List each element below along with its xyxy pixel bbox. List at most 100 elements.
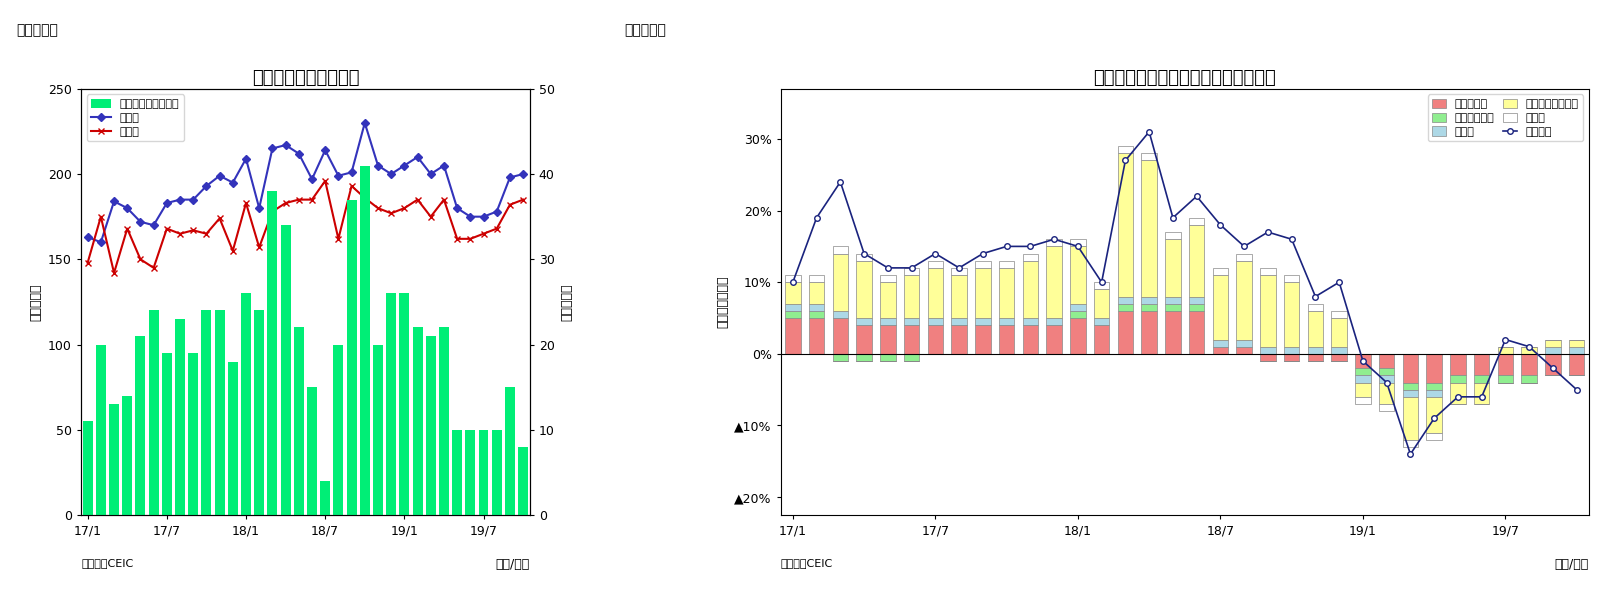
Bar bbox=[1308, 354, 1323, 361]
輸入額 bbox=[342, 182, 361, 189]
Bar bbox=[1355, 375, 1371, 382]
Bar bbox=[306, 387, 318, 515]
輸入額 bbox=[157, 225, 177, 232]
輸出額 bbox=[196, 182, 216, 189]
輸出額 bbox=[381, 170, 400, 178]
Bar bbox=[1165, 304, 1180, 311]
Bar bbox=[1070, 311, 1086, 318]
Bar bbox=[1284, 347, 1300, 354]
輸入額 bbox=[289, 196, 308, 203]
Bar bbox=[809, 304, 825, 311]
Bar bbox=[1237, 253, 1251, 260]
Bar bbox=[254, 310, 264, 515]
Bar bbox=[1094, 325, 1109, 354]
輸出額 bbox=[421, 170, 441, 178]
Bar bbox=[952, 268, 966, 275]
輸入額 bbox=[421, 213, 441, 220]
Bar bbox=[976, 325, 990, 354]
輸出額 bbox=[289, 150, 308, 157]
輸出額 bbox=[434, 162, 454, 169]
Bar bbox=[999, 325, 1015, 354]
Bar bbox=[833, 253, 848, 311]
Bar bbox=[1545, 347, 1561, 354]
Text: （図表７）: （図表７） bbox=[16, 24, 58, 38]
Bar bbox=[880, 282, 895, 318]
Bar bbox=[399, 294, 410, 515]
Bar bbox=[267, 191, 277, 515]
輸出額 bbox=[104, 198, 123, 205]
Bar bbox=[109, 404, 118, 515]
Bar bbox=[785, 282, 801, 304]
Bar bbox=[426, 336, 436, 515]
Bar bbox=[833, 311, 848, 318]
Y-axis label: （億ドル）: （億ドル） bbox=[561, 283, 574, 321]
輸入額 bbox=[368, 205, 387, 212]
輸出額 bbox=[276, 141, 295, 149]
輸出額 bbox=[144, 221, 164, 229]
Bar bbox=[321, 481, 331, 515]
輸出額 bbox=[250, 205, 269, 212]
Bar bbox=[1569, 354, 1584, 375]
輸出額 bbox=[170, 196, 190, 203]
Bar bbox=[478, 430, 488, 515]
輸入額 bbox=[460, 235, 480, 242]
Bar bbox=[905, 268, 919, 275]
Bar bbox=[976, 268, 990, 318]
輸入額 bbox=[170, 230, 190, 237]
輸入額 bbox=[117, 225, 136, 232]
輸出額 bbox=[316, 147, 336, 154]
輸出額 bbox=[131, 218, 151, 226]
Bar bbox=[1023, 260, 1037, 318]
輸出額 bbox=[460, 213, 480, 220]
Bar bbox=[1402, 397, 1418, 440]
Line: 輸入額: 輸入額 bbox=[84, 178, 527, 276]
Bar bbox=[83, 422, 92, 515]
輸出額 bbox=[209, 172, 229, 179]
Bar bbox=[952, 318, 966, 325]
Bar bbox=[1047, 325, 1062, 354]
輸入額 bbox=[91, 213, 110, 220]
Bar bbox=[856, 354, 872, 361]
Bar bbox=[1165, 239, 1180, 297]
Bar bbox=[1260, 268, 1276, 275]
Bar bbox=[927, 260, 943, 268]
Text: （図表８）: （図表８） bbox=[624, 24, 666, 38]
輸入額 bbox=[381, 210, 400, 217]
Bar bbox=[785, 304, 801, 311]
Bar bbox=[1117, 311, 1133, 354]
Bar bbox=[905, 318, 919, 325]
Bar bbox=[1355, 368, 1371, 375]
Bar bbox=[785, 311, 801, 318]
Bar bbox=[833, 318, 848, 354]
輸出額 bbox=[263, 145, 282, 152]
Bar bbox=[1188, 304, 1204, 311]
Text: （年/月）: （年/月） bbox=[1555, 558, 1589, 571]
輸出額 bbox=[329, 172, 349, 179]
Bar bbox=[1023, 318, 1037, 325]
Bar bbox=[952, 275, 966, 318]
Bar bbox=[1379, 354, 1394, 368]
Bar bbox=[1070, 239, 1086, 246]
Bar bbox=[1165, 297, 1180, 304]
Line: 輸出額: 輸出額 bbox=[84, 120, 525, 245]
輸入額 bbox=[183, 227, 203, 234]
Bar bbox=[927, 318, 943, 325]
Bar bbox=[1284, 282, 1300, 347]
Bar bbox=[1402, 390, 1418, 397]
Bar bbox=[214, 310, 225, 515]
Bar bbox=[1308, 304, 1323, 311]
Bar bbox=[1260, 275, 1276, 347]
Bar bbox=[1237, 340, 1251, 347]
輸入額 bbox=[237, 200, 256, 207]
輸入額 bbox=[394, 205, 413, 212]
Bar bbox=[188, 353, 198, 515]
Bar bbox=[1402, 354, 1418, 382]
Bar bbox=[136, 336, 146, 515]
Bar bbox=[785, 275, 801, 282]
Bar bbox=[1047, 239, 1062, 246]
輸入額 bbox=[408, 196, 428, 203]
Bar bbox=[856, 318, 872, 325]
Bar bbox=[999, 318, 1015, 325]
Bar bbox=[1141, 153, 1157, 160]
輸入額 bbox=[131, 256, 151, 263]
